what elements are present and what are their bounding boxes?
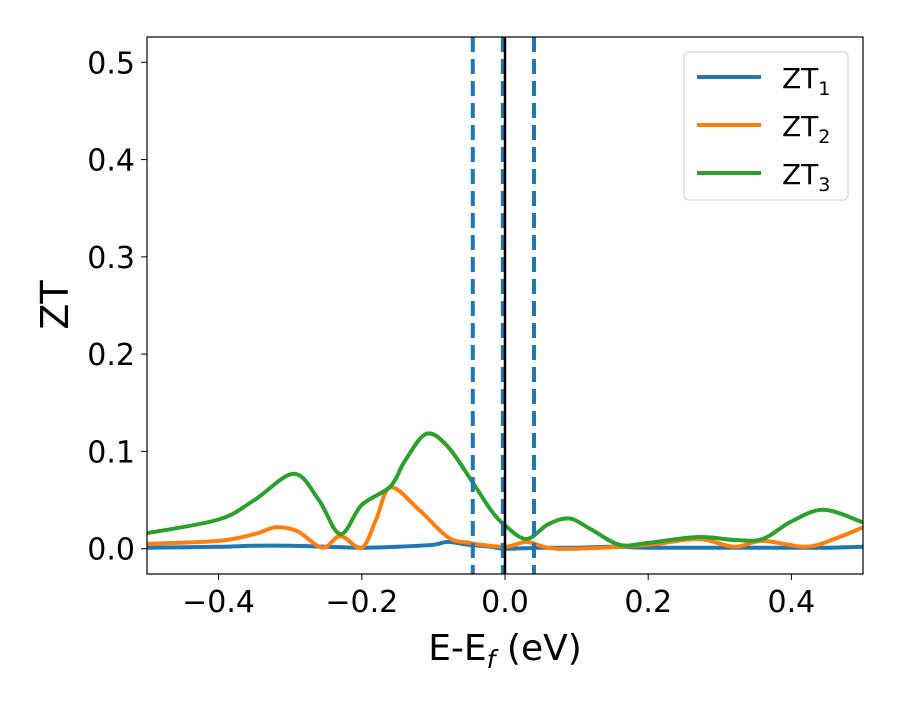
legend-label-zt3: ZT3: [782, 158, 830, 196]
x-tick-label: 0.4: [768, 585, 816, 620]
x-tick-label: 0.0: [481, 585, 529, 620]
x-tick-label: 0.2: [624, 585, 672, 620]
x-tick-label: −0.4: [182, 585, 255, 620]
series-line-zt2: [147, 485, 863, 551]
legend-label-zt2: ZT2: [782, 110, 830, 148]
y-tick-label: 0.2: [87, 338, 135, 373]
x-axis-label: E-Ef (eV): [428, 628, 582, 674]
y-tick-label: 0.0: [87, 533, 135, 568]
y-tick-label: 0.1: [87, 435, 135, 470]
x-tick-label: −0.2: [325, 585, 398, 620]
legend-label-zt1: ZT1: [782, 62, 830, 100]
series-line-zt3: [147, 431, 863, 548]
y-tick-label: 0.4: [87, 144, 135, 179]
y-tick-label: 0.5: [87, 46, 135, 81]
y-tick-label: 0.3: [87, 241, 135, 276]
y-axis-label: ZT: [33, 280, 77, 330]
legend: ZT1 ZT2 ZT3: [683, 51, 849, 201]
